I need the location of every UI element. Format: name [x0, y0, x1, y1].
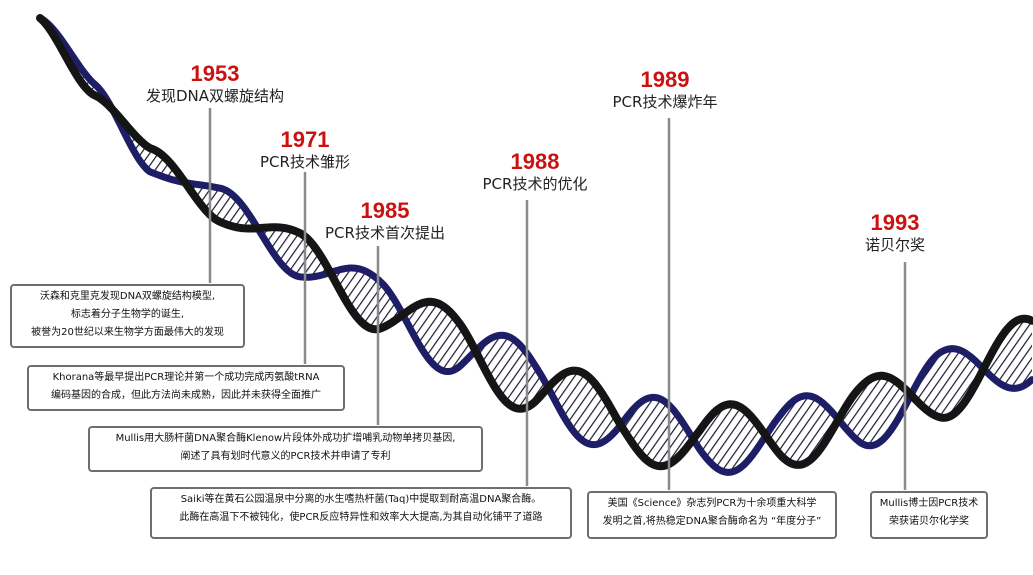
description-box-1985: Mullis用大肠杆菌DNA聚合酶Klenow片段体外成功扩增哺乳动物单拷贝基因…: [88, 426, 483, 472]
description-line: Saiki等在黄石公园温泉中分离的水生嗜热杆菌(Taq)中提取到耐高温DNA聚合…: [180, 494, 542, 505]
milestone-year: 1953: [190, 61, 240, 86]
description-box-1971: Khorana等最早提出PCR理论并第一个成功完成丙氨酸tRNA 编码基因的合成…: [27, 365, 345, 411]
milestone-1988: 1988 PCR技术的优化: [460, 150, 610, 194]
milestone-1971: 1971 PCR技术雏形: [235, 128, 375, 172]
description-line: 此酶在高温下不被钝化，使PCR反应特异性和效率大大提高,为其自动化铺平了道路: [179, 512, 543, 523]
milestone-title: PCR技术的优化: [482, 175, 588, 193]
description-box-1993: Mullis博士因PCR技术 荣获诺贝尔化学奖: [870, 491, 988, 539]
milestone-title: 发现DNA双螺旋结构: [145, 87, 285, 105]
description-line: 标志着分子生物学的诞生,: [70, 309, 185, 320]
helix-strands: [36, 14, 1033, 476]
description-line: 沃森和克里克发现DNA双螺旋结构模型,: [39, 291, 216, 302]
milestone-year: 1989: [640, 67, 690, 92]
milestone-title: PCR技术首次提出: [325, 224, 445, 242]
milestone-1989: 1989 PCR技术爆炸年: [595, 68, 735, 112]
description-box-1988: Saiki等在黄石公园温泉中分离的水生嗜热杆菌(Taq)中提取到耐高温DNA聚合…: [150, 487, 572, 539]
milestone-title: 诺贝尔奖: [864, 236, 925, 254]
milestone-year: 1993: [870, 210, 920, 235]
milestone-year: 1988: [510, 149, 560, 174]
milestone-year: 1985: [360, 198, 410, 223]
description-line: 发明之首,将热稳定DNA聚合酶命名为 “年度分子”: [602, 516, 822, 527]
description-box-1989: 美国《Science》杂志列PCR为十余项重大科学 发明之首,将热稳定DNA聚合…: [587, 491, 837, 539]
milestone-1993: 1993 诺贝尔奖: [835, 211, 955, 255]
milestone-title: PCR技术雏形: [260, 153, 350, 171]
description-line: Mullis博士因PCR技术: [879, 498, 979, 509]
helix-strand-blue: [36, 14, 1033, 476]
description-line: Mullis用大肠杆菌DNA聚合酶Klenow片段体外成功扩增哺乳动物单拷贝基因…: [115, 433, 456, 444]
description-box-1953: 沃森和克里克发现DNA双螺旋结构模型, 标志着分子生物学的诞生, 被誉为20世纪…: [10, 284, 245, 348]
description-line: Khorana等最早提出PCR理论并第一个成功完成丙氨酸tRNA: [52, 372, 320, 383]
milestone-1953: 1953 发现DNA双螺旋结构: [140, 62, 290, 106]
description-line: 美国《Science》杂志列PCR为十余项重大科学: [607, 498, 817, 509]
timeline-connectors: [208, 108, 907, 490]
description-line: 荣获诺贝尔化学奖: [889, 516, 969, 527]
milestone-year: 1971: [280, 127, 330, 152]
description-line: 被誉为20世纪以来生物学方面最伟大的发现: [31, 327, 224, 338]
description-line: 编码基因的合成，但此方法尚未成熟，因此并未获得全面推广: [51, 390, 321, 401]
helix-strand-dark: [36, 14, 1033, 471]
description-line: 阐述了具有划时代意义的PCR技术并申请了专利: [180, 451, 391, 462]
helix-base-pairs: [40, 18, 1032, 473]
milestone-1985: 1985 PCR技术首次提出: [310, 199, 460, 243]
helix-hatch-fill: [40, 18, 1032, 473]
milestone-title: PCR技术爆炸年: [612, 93, 718, 111]
